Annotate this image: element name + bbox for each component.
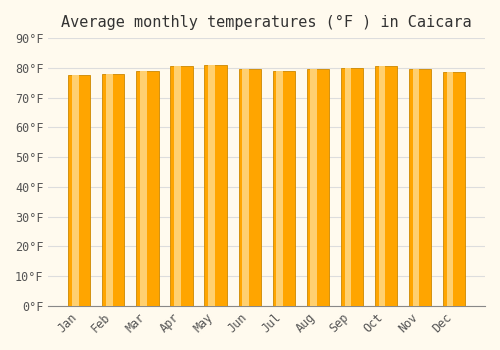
Bar xyxy=(204,65,227,306)
Bar xyxy=(310,69,317,306)
Bar xyxy=(272,71,295,306)
Bar xyxy=(106,74,112,306)
Bar xyxy=(409,69,431,306)
Bar xyxy=(174,66,181,306)
Bar xyxy=(447,72,454,306)
Bar xyxy=(378,66,386,306)
Bar xyxy=(170,66,192,306)
Bar xyxy=(341,68,363,306)
Bar xyxy=(276,71,283,306)
Bar xyxy=(242,69,249,306)
Bar xyxy=(68,75,90,306)
Bar xyxy=(344,68,351,306)
Bar xyxy=(140,71,147,306)
Bar xyxy=(375,66,397,306)
Bar xyxy=(443,72,465,306)
Bar xyxy=(72,75,78,306)
Bar xyxy=(102,74,124,306)
Bar xyxy=(208,65,215,306)
Bar xyxy=(306,69,329,306)
Bar xyxy=(412,69,420,306)
Bar xyxy=(238,69,260,306)
Title: Average monthly temperatures (°F ) in Caicara: Average monthly temperatures (°F ) in Ca… xyxy=(62,15,472,30)
Bar xyxy=(136,71,158,306)
